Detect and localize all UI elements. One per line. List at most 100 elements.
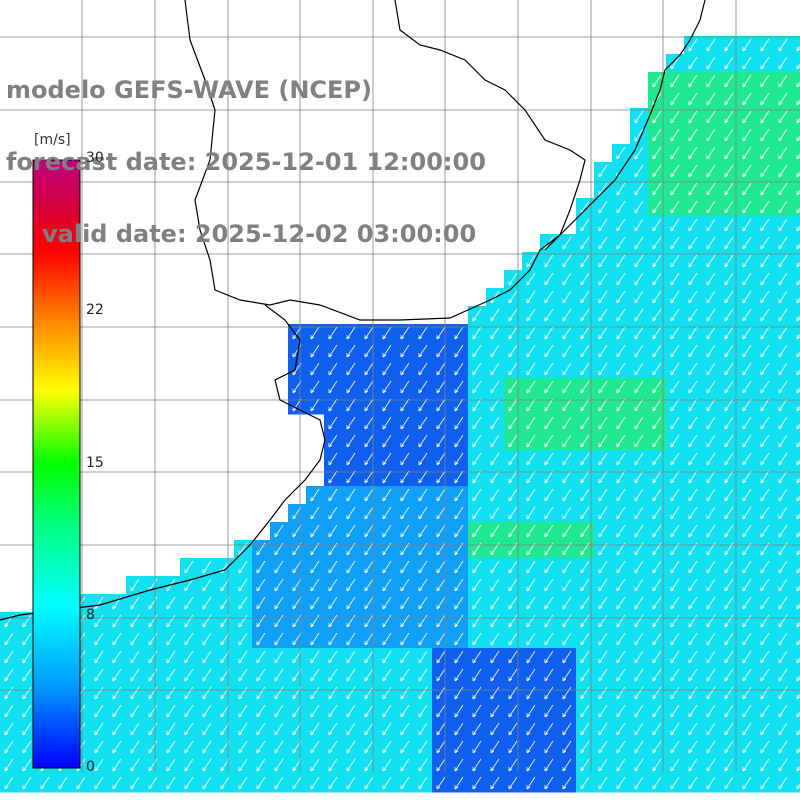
wind-arrow xyxy=(598,200,608,214)
wind-arrow xyxy=(274,704,284,718)
wind-arrow xyxy=(562,758,572,772)
wind-arrow xyxy=(724,452,734,466)
wind-arrow xyxy=(418,614,428,628)
wind-arrow xyxy=(760,650,770,664)
wind-arrow xyxy=(706,236,716,250)
wind-arrow xyxy=(310,506,320,520)
wind-arrow xyxy=(202,686,212,700)
wind-arrow xyxy=(508,524,518,538)
wind-arrow xyxy=(778,488,788,502)
wind-arrow xyxy=(58,776,68,790)
wind-arrow xyxy=(670,308,680,322)
wind-arrow xyxy=(238,776,248,790)
wind-arrow xyxy=(598,290,608,304)
wind-arrow xyxy=(4,704,14,718)
wind-arrow xyxy=(562,560,572,574)
wind-arrow xyxy=(652,722,662,736)
wind-arrow xyxy=(436,506,446,520)
wind-arrow xyxy=(760,344,770,358)
wind-arrow xyxy=(400,470,410,484)
wind-arrow xyxy=(526,632,536,646)
wind-arrow xyxy=(310,596,320,610)
wind-arrow xyxy=(670,596,680,610)
wind-arrow xyxy=(544,668,554,682)
wind-arrow xyxy=(328,344,338,358)
wind-arrow xyxy=(166,596,176,610)
wind-arrow xyxy=(580,362,590,376)
wind-arrow xyxy=(508,380,518,394)
wind-arrow xyxy=(346,668,356,682)
wind-arrow xyxy=(400,452,410,466)
wind-arrow xyxy=(508,290,518,304)
wind-arrow xyxy=(742,596,752,610)
wind-arrow xyxy=(328,668,338,682)
wind-arrow xyxy=(706,128,716,142)
wind-arrow xyxy=(652,110,662,124)
wind-arrow xyxy=(724,758,734,772)
wind-arrow xyxy=(202,740,212,754)
wind-arrow xyxy=(778,470,788,484)
wind-arrow xyxy=(688,416,698,430)
wind-arrow xyxy=(436,452,446,466)
wind-arrow xyxy=(562,668,572,682)
wind-arrow xyxy=(328,524,338,538)
wind-arrow xyxy=(364,614,374,628)
wind-arrow xyxy=(238,614,248,628)
wind-arrow xyxy=(472,632,482,646)
wind-arrow xyxy=(616,182,626,196)
wind-arrow xyxy=(688,218,698,232)
wind-arrow xyxy=(706,524,716,538)
wind-arrow xyxy=(148,722,158,736)
wind-arrow xyxy=(346,740,356,754)
wind-arrow xyxy=(634,506,644,520)
wind-arrow xyxy=(616,344,626,358)
wind-arrow xyxy=(328,452,338,466)
wind-arrow xyxy=(598,218,608,232)
wind-arrow xyxy=(94,632,104,646)
ocean-cell xyxy=(792,720,800,739)
wind-arrow xyxy=(418,398,428,412)
wind-arrow xyxy=(274,524,284,538)
wind-arrow xyxy=(472,362,482,376)
wind-arrow xyxy=(382,668,392,682)
wind-arrow xyxy=(400,722,410,736)
wind-arrow xyxy=(652,416,662,430)
wind-arrow xyxy=(634,632,644,646)
wind-arrow xyxy=(634,380,644,394)
wind-arrow xyxy=(724,614,734,628)
wind-arrow xyxy=(724,668,734,682)
wind-arrow xyxy=(616,272,626,286)
colorbar-tick-15: 15 xyxy=(86,455,104,471)
wind-arrow xyxy=(418,524,428,538)
wind-arrow xyxy=(724,272,734,286)
ocean-cell xyxy=(792,342,800,361)
wind-arrow xyxy=(634,434,644,448)
wind-arrow xyxy=(418,362,428,376)
wind-arrow xyxy=(562,254,572,268)
wind-arrow xyxy=(760,200,770,214)
wind-arrow xyxy=(436,344,446,358)
wind-arrow xyxy=(634,146,644,160)
wind-arrow xyxy=(706,776,716,790)
wind-arrow xyxy=(688,578,698,592)
wind-arrow xyxy=(454,740,464,754)
wind-arrow xyxy=(706,272,716,286)
wind-arrow xyxy=(742,326,752,340)
wind-arrow xyxy=(508,650,518,664)
wind-arrow xyxy=(670,704,680,718)
wind-arrow xyxy=(454,578,464,592)
wind-arrow xyxy=(328,560,338,574)
wind-arrow xyxy=(310,380,320,394)
wind-arrow xyxy=(328,596,338,610)
wind-arrow xyxy=(616,776,626,790)
wind-arrow xyxy=(238,722,248,736)
wind-arrow xyxy=(742,344,752,358)
wind-arrow xyxy=(670,560,680,574)
wind-arrow xyxy=(4,776,14,790)
wind-arrow xyxy=(760,380,770,394)
wind-arrow xyxy=(382,344,392,358)
wind-arrow xyxy=(454,416,464,430)
wind-arrow xyxy=(616,380,626,394)
wind-arrow xyxy=(634,308,644,322)
wind-arrow xyxy=(310,488,320,502)
